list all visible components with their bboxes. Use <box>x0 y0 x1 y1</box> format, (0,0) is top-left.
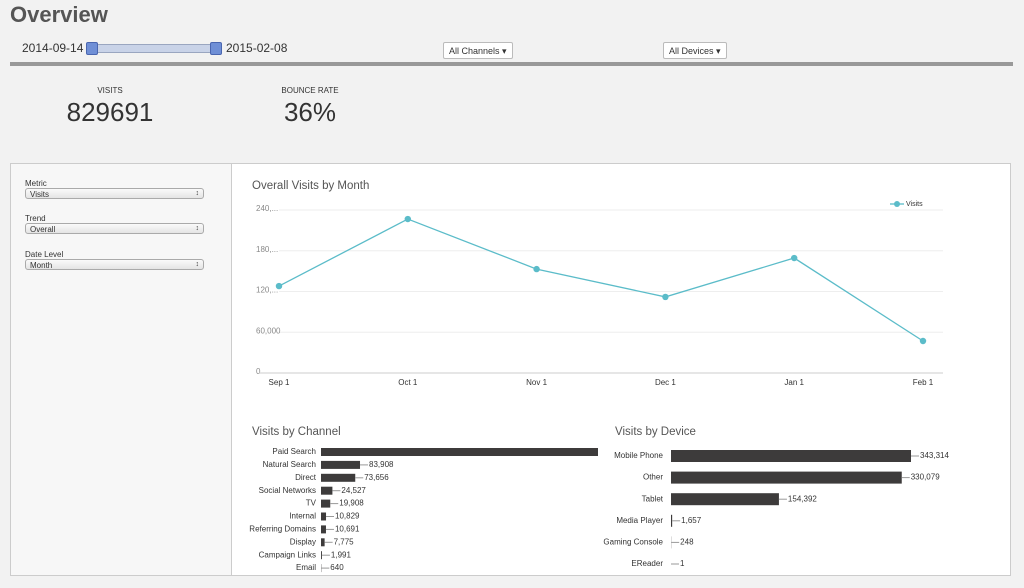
value-label: 1 <box>680 559 685 568</box>
chart-title: Overall Visits by Month <box>252 180 369 192</box>
value-label: 248 <box>680 538 694 547</box>
y-tick-label: 240,... <box>256 204 278 213</box>
chart-title: Visits by Device <box>615 426 696 438</box>
category-label: Display <box>290 537 316 546</box>
category-label: Mobile Phone <box>614 451 663 460</box>
bar <box>671 493 779 506</box>
slider-handle[interactable] <box>86 42 98 55</box>
value-label: 1,657 <box>681 516 702 525</box>
category-label: TV <box>306 499 317 508</box>
chart-title: Visits by Channel <box>252 426 341 438</box>
bar <box>321 512 327 521</box>
bar <box>321 460 361 469</box>
bar <box>671 471 902 484</box>
kpi-value: 36% <box>283 97 337 127</box>
value-label: 330,079 <box>911 473 940 482</box>
value-label: 19,908 <box>339 499 364 508</box>
kpi-label: VISITS <box>97 86 123 95</box>
value-label: 640 <box>330 563 344 572</box>
page-title: Overview <box>10 2 108 27</box>
bar <box>321 551 322 560</box>
y-tick-label: 120,... <box>256 286 278 295</box>
bar <box>321 486 333 495</box>
select-value: Visits <box>30 190 49 199</box>
x-tick-label: Dec 1 <box>655 378 676 387</box>
slider-handle[interactable] <box>210 42 222 55</box>
point <box>791 254 798 262</box>
value-label: 1,991 <box>331 550 352 559</box>
bar <box>321 473 356 482</box>
category-label: Media Player <box>616 516 663 525</box>
value-label: 7,775 <box>334 537 355 546</box>
bar <box>321 525 326 534</box>
point <box>404 215 411 223</box>
legend-label: Visits <box>906 201 923 208</box>
category-label: EReader <box>631 559 663 568</box>
bar <box>321 448 598 456</box>
dropdown-label: All Devices <box>669 46 714 56</box>
point <box>533 265 540 273</box>
point <box>662 293 669 301</box>
kpi-label: BOUNCE RATE <box>281 86 339 95</box>
value-label: 10,691 <box>335 525 360 534</box>
legend-marker <box>894 201 900 207</box>
category-label: Referring Domains <box>249 525 316 534</box>
x-tick-label: Jan 1 <box>784 378 804 387</box>
value-label: 343,314 <box>920 451 949 460</box>
point <box>275 282 283 290</box>
date-start: 2014-09-14 <box>22 41 84 55</box>
y-tick-label: 0 <box>256 367 261 376</box>
category-label: Natural Search <box>263 460 316 469</box>
value-label: 83,908 <box>369 460 394 469</box>
point <box>919 337 927 345</box>
control-label: Metric <box>25 179 47 188</box>
channel-dropdown[interactable]: All Channels ▾ <box>443 42 513 59</box>
select-value: Month <box>30 261 53 270</box>
bar <box>671 450 911 462</box>
value-label: 10,829 <box>335 512 360 521</box>
bar <box>671 514 673 527</box>
value-label: 154,392 <box>788 494 817 503</box>
category-label: Email <box>296 563 316 572</box>
category-label: Social Networks <box>259 486 316 495</box>
line <box>278 218 924 342</box>
category-label: Direct <box>295 473 317 482</box>
value-label: 24,527 <box>341 486 366 495</box>
control-label: Date Level <box>25 250 64 259</box>
bar <box>321 538 325 547</box>
divider <box>10 62 1013 66</box>
control-label: Trend <box>25 214 46 223</box>
category-label: Paid Search <box>272 447 316 456</box>
select-value: Overall <box>30 225 56 234</box>
device-dropdown[interactable]: All Devices ▾ <box>663 42 727 59</box>
x-tick-label: Oct 1 <box>398 378 418 387</box>
bar <box>321 499 331 508</box>
kpi-value: 829691 <box>66 97 154 127</box>
category-label: Gaming Console <box>603 538 663 547</box>
category-label: Other <box>643 473 663 482</box>
x-tick-label: Nov 1 <box>526 378 547 387</box>
select[interactable]: Month <box>25 259 204 270</box>
select[interactable]: Visits <box>25 188 204 199</box>
y-tick-label: 180,... <box>256 245 278 254</box>
category-label: Internal <box>289 512 316 521</box>
dropdown-label: All Channels <box>449 46 500 56</box>
category-label: Campaign Links <box>259 550 316 559</box>
x-tick-label: Sep 1 <box>269 378 290 387</box>
date-end: 2015-02-08 <box>226 41 288 55</box>
x-tick-label: Feb 1 <box>913 378 934 387</box>
y-tick-label: 60,000 <box>256 326 281 335</box>
value-label: 73,656 <box>364 473 389 482</box>
select[interactable]: Overall <box>25 223 204 234</box>
category-label: Tablet <box>642 494 664 503</box>
